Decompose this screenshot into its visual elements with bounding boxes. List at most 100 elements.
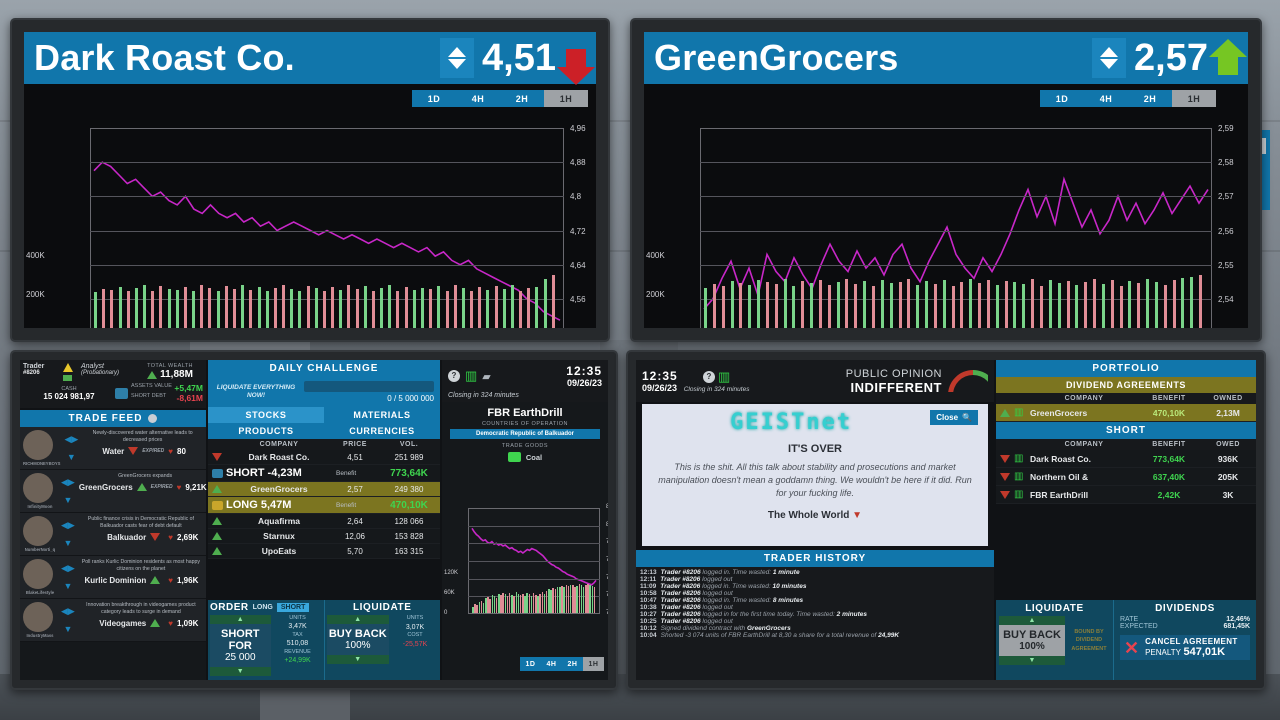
trade-feed-item[interactable]: InfinityMoon ◀▶ ▼ GreenGrocers expands Green… bbox=[20, 470, 207, 513]
tab-2h[interactable]: 2H bbox=[1128, 90, 1172, 107]
share-icon[interactable]: ◀▶ bbox=[61, 519, 75, 530]
liquidate-decrease-button[interactable]: ▼ bbox=[326, 655, 389, 664]
country-chip[interactable]: Democratic Republic of Balkuador bbox=[450, 429, 600, 439]
position-row[interactable]: LONG 5,47M Benefit 470,10K bbox=[208, 497, 440, 514]
tab-1d[interactable]: 1D bbox=[520, 657, 541, 671]
trade-feed-list[interactable]: RICHMONEYBOYS ◀▶ ▼ Newly-discovered water a… bbox=[20, 427, 207, 642]
tab-4h[interactable]: 4H bbox=[1084, 90, 1128, 107]
avatar bbox=[23, 602, 53, 632]
share-icon[interactable]: ◀▶ bbox=[61, 605, 75, 616]
wealth-up-icon bbox=[147, 370, 158, 379]
order-action-button[interactable]: SHORT FOR 25 000 bbox=[210, 624, 271, 667]
tab-products[interactable]: PRODUCTS bbox=[208, 423, 324, 439]
trade-feed-item[interactable]: RICHMONEYBOYS ◀▶ ▼ Newly-discovered water a… bbox=[20, 427, 206, 470]
opinion-gauge-icon bbox=[948, 370, 988, 392]
trade-feed-item[interactable]: NumberNorti_q ◀▶ ▼ Public finance crisis in… bbox=[20, 513, 206, 556]
portfolio-company: Northern Oil & bbox=[1030, 471, 1089, 482]
trend-icon bbox=[212, 485, 222, 493]
market-row[interactable]: UpoEats 5,70 163 315 bbox=[208, 544, 440, 559]
liquidate-increase-button[interactable]: ▲ bbox=[326, 615, 389, 624]
help-icon[interactable]: ? bbox=[448, 370, 460, 382]
volume-bar bbox=[143, 284, 147, 328]
chart-icon[interactable]: ▥ bbox=[1014, 453, 1024, 464]
market-row[interactable]: GreenGrocers 2,57 249 380 bbox=[208, 482, 440, 497]
volume-bar bbox=[493, 595, 496, 613]
share-icon[interactable]: ◀▶ bbox=[61, 476, 75, 487]
chart-icon[interactable]: ▥ bbox=[1014, 489, 1024, 500]
order-long-toggle[interactable]: LONG bbox=[252, 604, 273, 611]
tab-materials[interactable]: MATERIALS bbox=[324, 407, 440, 423]
ticker-spinner-icon[interactable] bbox=[1092, 38, 1127, 78]
portfolio-row[interactable]: ▥ GreenGrocers 470,10K 2,13M bbox=[996, 404, 1256, 422]
close-button[interactable]: Close 🔍 bbox=[930, 410, 978, 425]
volume-bar bbox=[578, 584, 581, 613]
volume-bar bbox=[476, 605, 478, 613]
history-time: 10:58 bbox=[640, 590, 657, 597]
tab-1h[interactable]: 1H bbox=[544, 90, 588, 107]
order-increase-button[interactable]: ▲ bbox=[210, 615, 271, 624]
order-label: ORDER bbox=[210, 602, 249, 613]
portfolio-row[interactable]: ▥ Northern Oil & 637,40K 205K bbox=[996, 468, 1256, 486]
order-short-toggle[interactable]: SHORT bbox=[276, 603, 310, 612]
order-decrease-button[interactable]: ▼ bbox=[210, 667, 271, 676]
portfolio-buyback-button[interactable]: BUY BACK 100% bbox=[999, 625, 1065, 656]
portfolio-row[interactable]: ▥ Dark Roast Co. 773,64K 936K bbox=[996, 450, 1256, 468]
market-table-body[interactable]: Dark Roast Co. 4,51 251 989 SHORT -4,23M Ben… bbox=[208, 450, 440, 559]
chevron-down-icon[interactable]: ▼ bbox=[63, 494, 73, 505]
market-row[interactable]: Starnux 12,06 153 828 bbox=[208, 529, 440, 544]
chevron-down-icon[interactable]: ▼ bbox=[66, 451, 76, 462]
position-row[interactable]: SHORT -4,23M Benefit 773,64K bbox=[208, 465, 440, 482]
volume-bar bbox=[495, 597, 498, 613]
chevron-down-icon[interactable]: ▼ bbox=[63, 580, 73, 591]
liquidate-increase-button[interactable]: ▲ bbox=[999, 616, 1065, 625]
chart-icon: ▥ bbox=[465, 368, 478, 383]
ticker-spinner-icon[interactable] bbox=[440, 38, 475, 78]
tab-currencies[interactable]: CURRENCIES bbox=[324, 423, 440, 439]
tab-2h[interactable]: 2H bbox=[562, 657, 583, 671]
volume-bar bbox=[282, 284, 286, 328]
help-icon[interactable] bbox=[148, 414, 158, 423]
tab-1d[interactable]: 1D bbox=[1040, 90, 1084, 107]
volume-bar bbox=[355, 288, 359, 328]
y-axis-tick: 4,72 bbox=[570, 226, 586, 236]
share-icon[interactable]: ◀▶ bbox=[61, 562, 75, 573]
public-opinion-value: INDIFFERENT bbox=[850, 379, 942, 395]
liquidate-decrease-button[interactable]: ▼ bbox=[999, 656, 1065, 665]
chevron-down-icon[interactable]: ▼ bbox=[63, 537, 73, 548]
chart-icon[interactable]: ▥ bbox=[1014, 471, 1024, 482]
volume-bar bbox=[1119, 286, 1123, 328]
short-table-body[interactable]: ▥ Dark Roast Co. 773,64K 936K ▥ Northern Oil … bbox=[996, 450, 1256, 504]
help-icon[interactable]: ? bbox=[702, 371, 715, 383]
heart-icon: ♥ bbox=[176, 482, 182, 492]
liquidate-action-button[interactable]: BUY BACK 100% bbox=[326, 624, 389, 655]
position-icon bbox=[211, 468, 223, 478]
close-button-label: Close bbox=[936, 413, 959, 422]
share-icon[interactable]: ◀▶ bbox=[64, 433, 79, 444]
tab-4h[interactable]: 4H bbox=[541, 657, 562, 671]
tab-stocks[interactable]: STOCKS bbox=[208, 407, 324, 423]
chevron-down-icon[interactable]: ▼ bbox=[63, 623, 73, 634]
tab-1d[interactable]: 1D bbox=[412, 90, 456, 107]
chart-icon[interactable]: ▥ bbox=[1014, 407, 1024, 418]
history-entry: 10:04 Shorted -3 074 units of FBR EarthDr… bbox=[636, 632, 994, 639]
portfolio-row[interactable]: ▥ FBR EarthDrill 2,42K 3K bbox=[996, 486, 1256, 504]
tab-2h[interactable]: 2H bbox=[500, 90, 544, 107]
tab-1h[interactable]: 1H bbox=[583, 657, 604, 671]
trade-feed-item[interactable]: IndustryMass ◀▶ ▼ Innovation breakthrough i… bbox=[20, 599, 206, 642]
cancel-agreement-button[interactable]: ✕ CANCEL AGREEMENT PENALTY 547,01K bbox=[1120, 635, 1250, 660]
volume-bar bbox=[421, 287, 425, 328]
market-row[interactable]: Aquafirma 2,64 128 066 bbox=[208, 514, 440, 529]
trader-history-list[interactable]: 12:13 Trader #8206 logged in. Time wasted… bbox=[636, 567, 994, 680]
volume-bar bbox=[712, 283, 716, 328]
tab-1h[interactable]: 1H bbox=[1172, 90, 1216, 107]
trader-status-bar: Trader #8206 Analyst (Probationary) TOTA… bbox=[20, 360, 206, 408]
volume-bar bbox=[500, 595, 502, 613]
market-row[interactable]: Dark Roast Co. 4,51 251 989 bbox=[208, 450, 440, 465]
order-action-amount: 25 000 bbox=[224, 652, 256, 663]
dividend-table-body[interactable]: ▥ GreenGrocers 470,10K 2,13M bbox=[996, 404, 1256, 422]
timeframe-tabs-right: 1D 4H 2H 1H bbox=[1040, 90, 1216, 107]
trade-feed-item[interactable]: BlakeLifestyle ◀▶ ▼ Poll ranks Kurlic Domin… bbox=[20, 556, 206, 599]
tab-4h[interactable]: 4H bbox=[456, 90, 500, 107]
trend-icon bbox=[1000, 490, 1010, 499]
volume-bar bbox=[192, 291, 196, 328]
